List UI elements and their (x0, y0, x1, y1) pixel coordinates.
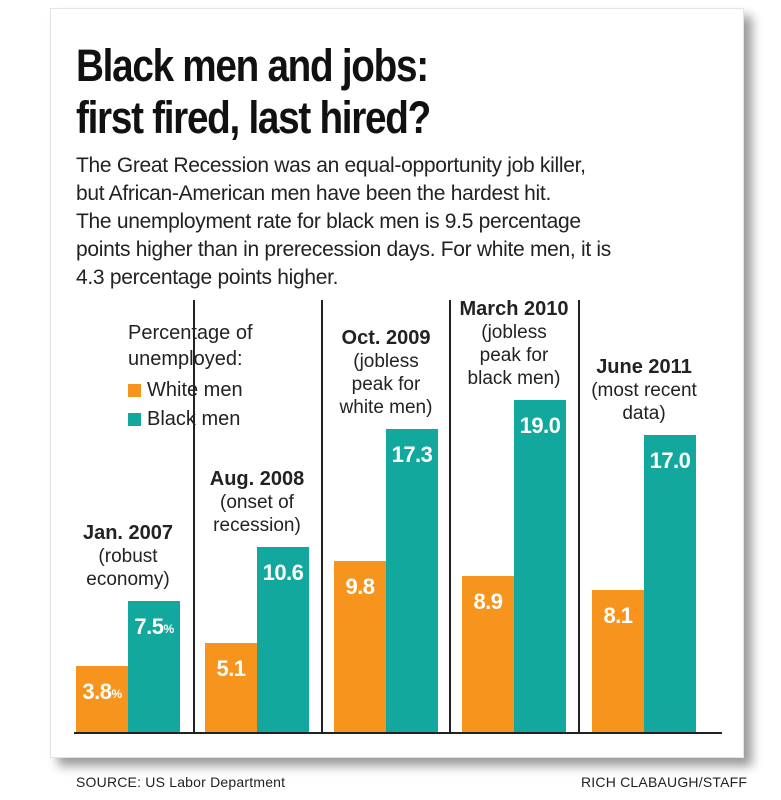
category-label-march-2010: March 2010 (jobless peak for black men) (441, 298, 587, 390)
intro-line-4: points higher than in prerecession days.… (76, 238, 611, 261)
bar-value-label: 9.8 (345, 573, 375, 599)
category-note: recession) (213, 514, 301, 536)
chart-baseline (74, 732, 722, 734)
category-note: peak for (479, 344, 549, 366)
legend-item-white-men: White men (128, 378, 243, 402)
bar-black-men-june-2011: 17.0 (644, 434, 696, 732)
percent-sign: % (111, 686, 122, 701)
bar-value-label: 8.9 (473, 589, 503, 615)
title-line-1: Black men and jobs: (76, 40, 429, 91)
bar-black-men-aug-2008: 10.6 (257, 546, 309, 732)
category-note: (jobless (481, 321, 547, 343)
source-note: SOURCE: US Labor Department (76, 774, 286, 790)
legend-swatch-white-men (128, 383, 141, 397)
intro-text: The Great Recession was an equal-opportu… (76, 152, 716, 292)
category-label-oct-2009: Oct. 2009 (jobless peak for white men) (313, 327, 459, 419)
credit-note: RICH CLABAUGH/STAFF (581, 774, 748, 790)
category-note: (most recent (591, 379, 697, 401)
group-divider-1 (193, 300, 195, 732)
bar-white-men-aug-2008: 5.1 (205, 642, 257, 732)
group-divider-3 (449, 300, 451, 732)
chart-title: Black men and jobs: first fired, last hi… (76, 40, 431, 144)
category-note: economy) (86, 568, 170, 590)
category-title: March 2010 (459, 297, 569, 320)
intro-line-5: 4.3 percentage points higher. (76, 266, 339, 289)
intro-line-1: The Great Recession was an equal-opportu… (76, 154, 586, 177)
bar-black-men-jan-2007: 7.5% (128, 600, 180, 732)
category-note: peak for (351, 374, 421, 396)
category-note: data) (622, 402, 666, 424)
legend-item-black-men: Black men (128, 407, 240, 431)
bar-value-label: 17.0 (649, 447, 691, 473)
bar-value-label: 19.0 (519, 412, 561, 438)
group-divider-4 (578, 300, 580, 732)
bar-white-men-march-2010: 8.9 (462, 576, 514, 732)
bar-black-men-march-2010: 19.0 (514, 399, 566, 732)
legend-title: Percentage of unemployed: (128, 320, 253, 372)
category-note: (jobless (353, 351, 419, 373)
bar-black-men-oct-2009: 17.3 (386, 429, 438, 732)
legend-swatch-black-men (128, 412, 141, 426)
category-title: Jan. 2007 (82, 521, 174, 544)
bar-value-label: 10.6 (262, 559, 304, 585)
category-label-june-2011: June 2011 (most recent data) (571, 356, 717, 425)
legend-title-line-1: Percentage of (128, 322, 253, 344)
intro-line-3: The unemployment rate for black men is 9… (76, 210, 581, 233)
category-label-jan-2007: Jan. 2007 (robust economy) (55, 522, 201, 591)
bar-value-label: 8.1 (603, 603, 633, 629)
category-title: Aug. 2008 (209, 467, 305, 490)
percent-sign: % (163, 621, 174, 636)
bar-value-label: 3.8% (82, 678, 122, 704)
category-label-aug-2008: Aug. 2008 (onset of recession) (184, 468, 330, 537)
category-title: Oct. 2009 (341, 327, 431, 350)
legend-title-line-2: unemployed: (128, 348, 243, 370)
category-note: black men) (467, 367, 561, 389)
bar-white-men-oct-2009: 9.8 (334, 560, 386, 732)
intro-line-2: but African-American men have been the h… (76, 182, 551, 205)
title-line-2: first fired, last hired? (76, 92, 431, 143)
category-note: white men) (339, 397, 433, 419)
bar-value-label: 7.5% (134, 613, 174, 639)
bar-white-men-june-2011: 8.1 (592, 590, 644, 732)
group-divider-2 (321, 300, 323, 732)
bar-value-label: 17.3 (391, 442, 433, 468)
bar-value-label: 5.1 (216, 655, 246, 681)
category-title: June 2011 (596, 355, 692, 378)
bar-white-men-jan-2007: 3.8% (76, 665, 128, 732)
category-note: (robust (98, 545, 158, 567)
category-note: (onset of (220, 491, 294, 513)
